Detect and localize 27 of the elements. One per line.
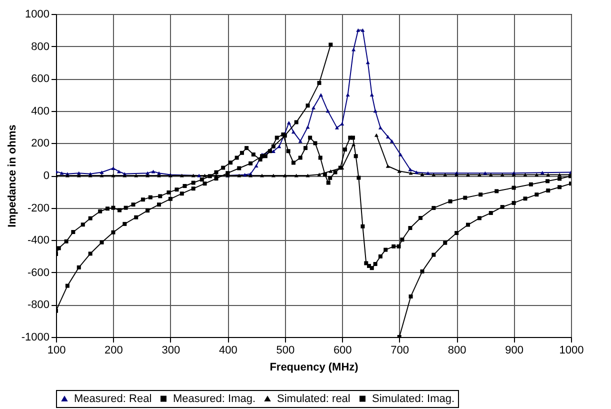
x-tick-label: 700 xyxy=(390,344,410,356)
y-tick-label: -1000 xyxy=(21,332,50,344)
y-tick-label: -400 xyxy=(27,234,50,247)
y-tick-label: 200 xyxy=(31,138,50,150)
x-axis-title: Frequency (MHz) xyxy=(270,362,359,374)
y-tick-label: 1000 xyxy=(25,8,50,20)
y-tick-label: 800 xyxy=(31,40,50,53)
x-tick-label: 200 xyxy=(104,344,123,356)
x-tick-label: 800 xyxy=(448,344,466,356)
x-tick-label: 1000 xyxy=(559,344,584,356)
y-axis-title: Impedance in ohms xyxy=(6,124,18,228)
legend-label: Simulated: Imag. xyxy=(372,392,455,405)
legend-label: Measured: Real xyxy=(74,392,152,405)
x-tick-label: 100 xyxy=(47,344,66,356)
x-tick-label: 300 xyxy=(162,344,180,356)
legend-label: Measured: Imag. xyxy=(173,392,256,405)
y-tick-label: 0 xyxy=(43,170,50,182)
y-tick-label: -600 xyxy=(27,266,50,279)
legend-label: Simulated: real xyxy=(277,392,350,405)
y-tick-label: 600 xyxy=(31,73,50,86)
y-tick-label: -200 xyxy=(27,202,50,214)
x-tick-label: 400 xyxy=(218,344,238,356)
x-tick-label: 600 xyxy=(333,344,352,356)
y-tick-label: 400 xyxy=(31,105,50,118)
x-tick-label: 900 xyxy=(505,344,524,356)
x-tick-label: 500 xyxy=(276,344,295,356)
y-tick-label: -800 xyxy=(27,299,50,312)
